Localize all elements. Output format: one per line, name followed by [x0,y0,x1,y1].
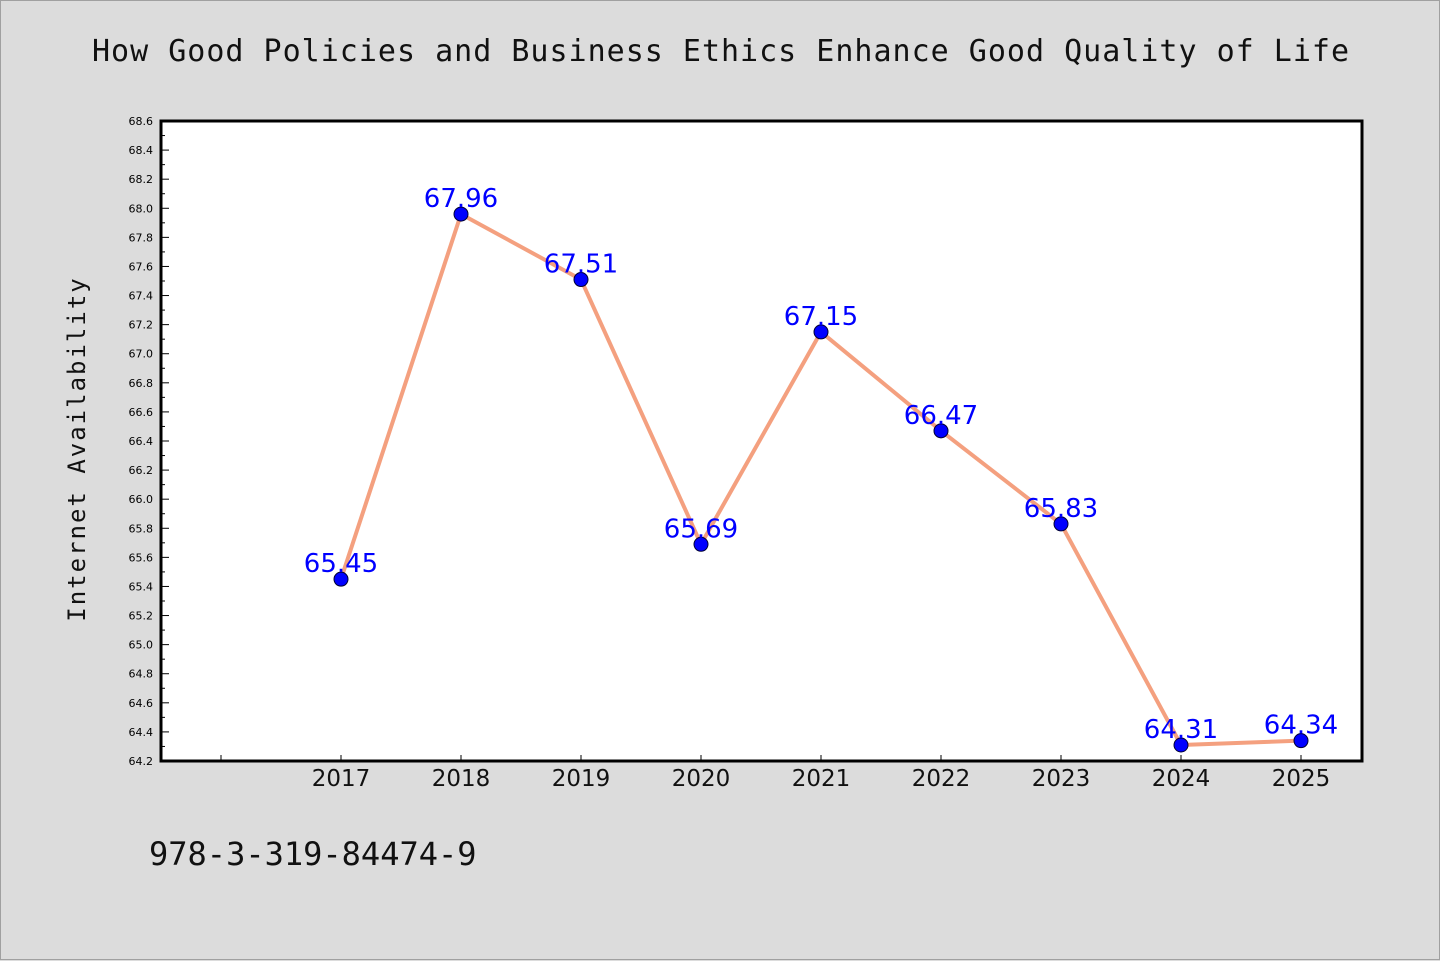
y-tick-label: 68.2 [129,173,154,186]
data-point [1053,516,1069,532]
y-tick-label: 67.6 [129,260,154,273]
y-axis: 64.2 64.4 64.6 64.8 65.0 65.2 65.4 65.6 65.8 66.0… [129,115,169,768]
y-tick-label: 67.8 [129,231,154,244]
data-point [813,324,829,340]
data-point [453,206,469,222]
data-label: 67.96 [424,184,498,214]
y-tick-label: 66.6 [129,406,154,419]
y-tick-label: 67.2 [129,319,154,332]
x-tick-label: 2019 [552,766,611,792]
y-tick-label: 68.0 [129,202,154,215]
data-label: 65.83 [1024,494,1098,524]
x-tick-label: 2025 [1272,766,1331,792]
y-tick-label: 65.6 [129,551,154,564]
data-label: 65.45 [304,549,378,579]
markers-group [333,206,1309,753]
x-tick-label: 2020 [672,766,731,792]
y-tick-label: 65.2 [129,610,154,623]
x-tick-label: 2021 [792,766,851,792]
data-label: 64.34 [1264,711,1338,741]
y-tick-label: 64.4 [129,726,154,739]
data-label: 67.51 [544,250,618,280]
x-tick-label: 2017 [312,766,371,792]
y-tick-label: 65.4 [129,580,154,593]
data-point [693,536,709,552]
x-tick-label: 2018 [432,766,491,792]
y-tick-label: 68.6 [129,115,154,128]
data-point [573,272,589,288]
data-label: 64.31 [1144,715,1218,745]
y-tick-label: 64.2 [129,755,154,768]
y-tick-label: 67.4 [129,290,154,303]
y-tick-label: 68.4 [129,144,154,157]
data-point [1173,737,1189,753]
data-label: 66.47 [904,401,978,431]
data-point [1293,733,1309,749]
y-tick-label: 64.6 [129,697,154,710]
y-tick-label: 64.8 [129,668,154,681]
data-label: 67.15 [784,302,858,332]
data-point [933,423,949,439]
y-tick-label: 66.0 [129,493,154,506]
y-tick-label: 67.0 [129,348,154,361]
x-tick-label: 2022 [912,766,971,792]
x-axis: 2017 2018 2019 2020 2021 2022 2023 2024 2025 [220,755,1331,792]
y-tick-label: 66.2 [129,464,154,477]
data-labels-group: 65.45 67.96 67.51 65.69 67.15 66.47 65.83 64.31… [304,184,1338,745]
y-tick-label: 66.4 [129,435,154,448]
footer-code: 978-3-319-84474-9 [149,835,477,873]
y-tick-label: 66.8 [129,377,154,390]
x-tick-label: 2023 [1032,766,1091,792]
x-tick-label: 2024 [1152,766,1211,792]
data-point [333,571,349,587]
y-tick-label: 65.8 [129,522,154,535]
chart-title: How Good Policies and Business Ethics En… [91,34,1351,69]
y-tick-label: 65.0 [129,639,154,652]
data-label: 65.69 [664,514,738,544]
